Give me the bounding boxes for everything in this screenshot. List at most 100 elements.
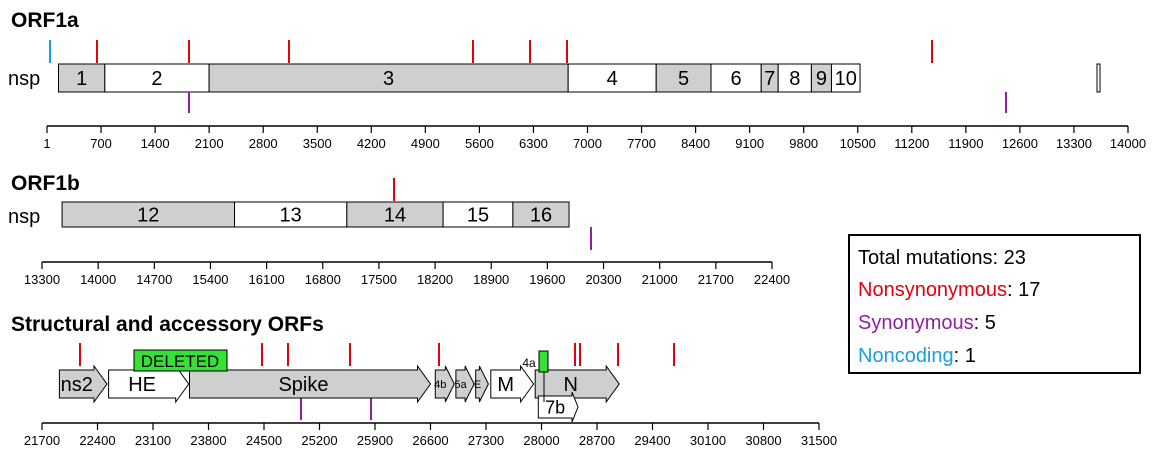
- legend-nonsynonymous-label: Nonsynonymous: [858, 279, 1007, 301]
- orf1b-nsp15-label: 15: [467, 205, 489, 227]
- orf1a-tick-label: 1: [43, 136, 50, 151]
- orf1a-nsp2-label: 2: [151, 68, 162, 90]
- orf1a-tick-label: 2100: [195, 136, 224, 151]
- orf1b-tick-label: 18900: [473, 272, 509, 287]
- structural-tick-label: 24500: [246, 433, 282, 448]
- orf1a-tick-label: 10500: [840, 136, 876, 151]
- structural-axis: 21700 22400 23100 23800 24500 25200 25900 26600…: [24, 422, 837, 448]
- structural-tick-label: 30100: [690, 433, 726, 448]
- orf1a-nsp6-label: 6: [731, 68, 742, 90]
- gene-7b-label: 7b: [545, 397, 565, 417]
- legend-total: Total mutations: 23: [858, 247, 1026, 269]
- legend-total-label: Total mutations: [858, 247, 993, 269]
- orf1a-tick-label: 12600: [1002, 136, 1038, 151]
- structural-tick-label: 27300: [468, 433, 504, 448]
- orf1b-nsp14-label: 14: [384, 205, 406, 227]
- structural-tick-label: 23100: [135, 433, 171, 448]
- gene-5a-label: 5a: [454, 379, 467, 391]
- orf1a-nsp3-box: [208, 63, 569, 93]
- deleted-tag-box: [133, 349, 228, 372]
- structural-tick-label: 31500: [801, 433, 837, 448]
- orf1a-nsp10-box: [830, 63, 861, 93]
- legend-total-value: 23: [1004, 247, 1026, 269]
- gene-n-label: N: [563, 374, 577, 396]
- legend-separator: :: [974, 312, 985, 334]
- structural-tick-label: 25200: [301, 433, 337, 448]
- legend-noncoding-label: Noncoding: [858, 345, 954, 367]
- orf1b-tick-label: 15400: [192, 272, 228, 287]
- legend-noncoding-value: 1: [965, 345, 976, 367]
- orf1b-nsp12-label: 12: [137, 205, 159, 227]
- structural-tick-label: 26600: [412, 433, 448, 448]
- orf1a-nsp4-label: 4: [607, 68, 618, 90]
- orf1a-nsp10-label: 10: [835, 68, 857, 90]
- orf1b-title: ORF1b: [11, 172, 80, 195]
- structural-tick-label: 25900: [357, 433, 393, 448]
- orf1a-tick-label: 11900: [948, 136, 983, 151]
- legend-separator: :: [1007, 279, 1018, 301]
- orf1a-tick-label: 7700: [627, 136, 656, 151]
- legend-box: [848, 234, 1141, 374]
- orf1b-nsp13-box: [234, 201, 348, 228]
- orf1a-nsp5-label: 5: [678, 68, 689, 90]
- orf1a-nsp7-label: 7: [764, 68, 775, 90]
- orf1b-tick-label: 21700: [698, 272, 734, 287]
- orf1a-tick-label: 3500: [303, 136, 332, 151]
- orf1a-nsp3-label: 3: [383, 68, 394, 90]
- legend-nonsynonymous-value: 17: [1018, 279, 1040, 301]
- orf1a-tick-label: 9800: [789, 136, 818, 151]
- orf1b-nsp12-box: [61, 201, 236, 228]
- structural-tick-label: 28000: [523, 433, 559, 448]
- legend-synonymous-value: 5: [985, 312, 996, 334]
- orf1b-nsp13-label: 13: [280, 205, 302, 227]
- structural-tick-label: 22400: [79, 433, 115, 448]
- orf4a-box: [538, 350, 549, 373]
- structural-tick-label: 30800: [745, 433, 781, 448]
- orf1b-tick-label: 19600: [529, 272, 565, 287]
- orf1a-nsp6-box: [710, 63, 762, 93]
- orf1b-tick-label: 17500: [361, 272, 397, 287]
- orf1b-tick-label: 14700: [136, 272, 172, 287]
- orf1b-nsp15-box: [442, 201, 514, 228]
- orf1b-tick-label: 20300: [585, 272, 621, 287]
- legend-noncoding: Noncoding: 1: [858, 345, 976, 367]
- orf1b-tick-label: 16800: [305, 272, 341, 287]
- structural-tick-label: 29400: [634, 433, 670, 448]
- orf1a-tick-label: 9100: [735, 136, 764, 151]
- deleted-tag-label: DELETED: [141, 352, 219, 371]
- orf1a-nsp9-label: 9: [816, 68, 827, 90]
- orf1a-tick-label: 4200: [357, 136, 386, 151]
- orf1a-nsp8-label: 8: [789, 68, 800, 90]
- gene-spike-label: Spike: [278, 374, 328, 396]
- gene-7b-arrow: [537, 391, 579, 423]
- structural-tick-label: 28700: [579, 433, 615, 448]
- structural-tick-label: 23800: [190, 433, 226, 448]
- orf1a-tick-label: 5600: [465, 136, 494, 151]
- orf1a-axis: 1 700 1400 2100 2800 3500 4200 4900 5600 6300 7000…: [43, 125, 1146, 151]
- orf1a-tick-label: 6300: [519, 136, 548, 151]
- orf1a-tick-label: 700: [90, 136, 112, 151]
- structural-tick-label: 21700: [24, 433, 60, 448]
- orf1a-tick-label: 7000: [573, 136, 602, 151]
- orf1a-nsp-label: nsp: [8, 68, 40, 90]
- gene-ns2-label: ns2: [61, 374, 93, 396]
- orf1a-tick-label: 4900: [411, 136, 440, 151]
- gene-ns2-arrow: [58, 364, 108, 404]
- orf1a-tick-label: 14000: [1110, 136, 1146, 151]
- legend-separator: :: [954, 345, 965, 367]
- orf4a-label: 4a: [522, 356, 536, 370]
- orf1a-tick-label: 13300: [1056, 136, 1092, 151]
- orf1a-title: ORF1a: [11, 9, 79, 32]
- orf1a-tick-label: 11200: [894, 136, 929, 151]
- orf1a-nsp2-box: [104, 63, 210, 93]
- gene-5a-arrow: [455, 365, 475, 403]
- gene-spike-arrow: [189, 364, 432, 404]
- gene-m-label: M: [497, 374, 514, 396]
- orf1a-nsp1-box: [58, 63, 106, 93]
- orf1a-nsp1-label: 1: [76, 68, 87, 90]
- gene-e-arrow: [475, 365, 489, 403]
- orf1b-nsp-label: nsp: [8, 206, 40, 228]
- orf1b-nsp16-box: [512, 201, 570, 228]
- orf1a-tick-label: 2800: [249, 136, 278, 151]
